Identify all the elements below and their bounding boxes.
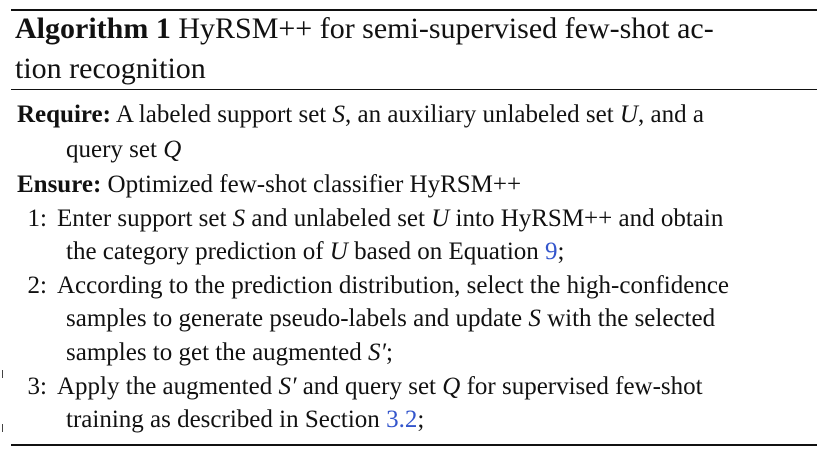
step-2-line-1: 2: According to the prediction distributi… xyxy=(17,271,729,301)
step-2-line-2: samples to generate pseudo-labels and up… xyxy=(66,304,715,334)
title-rule xyxy=(11,89,817,90)
math-S: S xyxy=(332,101,346,128)
step-text: ; xyxy=(385,339,393,366)
math-S: S xyxy=(232,205,246,232)
step-text: ; xyxy=(557,238,565,265)
math-S-prime: S′ xyxy=(278,373,297,400)
step-text: into HyRSM++ and obtain xyxy=(455,205,724,232)
step-2-line-3: samples to get the augmented S′; xyxy=(66,338,393,368)
math-Q: Q xyxy=(163,136,182,163)
step-text: Apply the augmented xyxy=(57,373,273,400)
math-S-prime: S′ xyxy=(368,339,386,366)
step-text: and query set xyxy=(302,373,436,400)
ensure-text: Optimized few-shot classifier HyRSM++ xyxy=(107,171,522,198)
algorithm-label: Algorithm 1 xyxy=(15,12,171,45)
require-text: , and a xyxy=(637,101,704,128)
step-text: samples to generate pseudo-labels and up… xyxy=(66,305,523,332)
margin-mark xyxy=(2,370,3,378)
step-1-line-1: 1: Enter support set S and unlabeled set … xyxy=(17,204,724,234)
math-U: U xyxy=(431,205,450,232)
step-number: 2: xyxy=(27,272,47,299)
step-text: and unlabeled set xyxy=(251,205,425,232)
algorithm-title-text: HyRSM++ for semi-supervised few-shot ac- xyxy=(178,12,714,45)
step-text: the category prediction of xyxy=(66,238,324,265)
require-line-1: Require: A labeled support set S, an aux… xyxy=(17,100,704,130)
require-text: , an auxiliary unlabeled set xyxy=(345,101,614,128)
math-U: U xyxy=(619,101,638,128)
math-S: S xyxy=(528,305,541,332)
step-text: training as described in Section xyxy=(66,406,380,433)
ensure-label: Ensure: xyxy=(17,171,102,198)
algorithm-title-line-1: Algorithm 1 HyRSM++ for semi-supervised … xyxy=(15,12,714,46)
step-1-line-2: the category prediction of U based on Eq… xyxy=(66,237,565,267)
require-text: A labeled support set xyxy=(115,101,327,128)
step-text: with the selected xyxy=(547,305,716,332)
require-text: query set xyxy=(66,136,157,163)
step-text: ; xyxy=(417,406,425,433)
margin-mark xyxy=(2,424,3,432)
step-text: for supervised few-shot xyxy=(466,373,703,400)
step-text: samples to get the augmented xyxy=(66,339,362,366)
equation-link[interactable]: 9 xyxy=(545,238,558,265)
step-3-line-2: training as described in Section 3.2; xyxy=(66,405,424,435)
math-Q: Q xyxy=(442,373,461,400)
require-label: Require: xyxy=(17,101,111,128)
step-text: Enter support set xyxy=(57,205,227,232)
algorithm-title-line-2: tion recognition xyxy=(15,52,206,85)
step-number: 3: xyxy=(27,373,47,400)
step-text: based on Equation xyxy=(354,238,539,265)
step-3-line-1: 3: Apply the augmented S′ and query set Q… xyxy=(17,372,703,402)
bottom-rule xyxy=(11,444,817,446)
step-number: 1: xyxy=(27,205,47,232)
math-U: U xyxy=(329,238,348,265)
require-line-2: query set Q xyxy=(66,135,181,165)
section-link[interactable]: 3.2 xyxy=(386,406,418,433)
step-text: According to the prediction distribution… xyxy=(57,272,730,299)
top-rule xyxy=(11,9,817,11)
ensure-line: Ensure: Optimized few-shot classifier Hy… xyxy=(17,170,521,200)
